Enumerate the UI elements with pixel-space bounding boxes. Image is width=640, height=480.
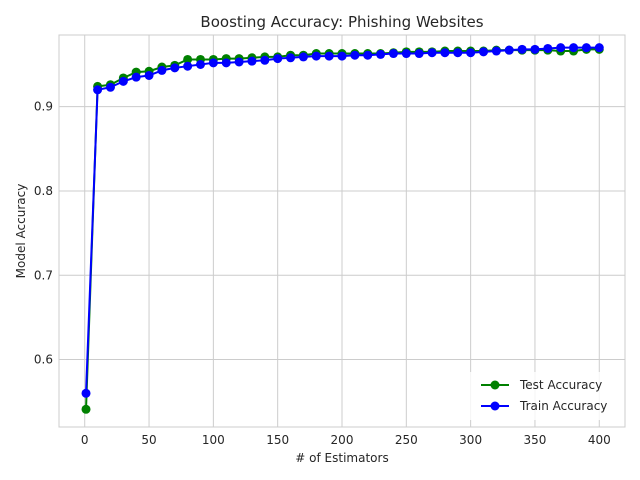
data-point-train-accuracy (517, 44, 527, 54)
data-point-train-accuracy (491, 46, 501, 56)
data-point-train-accuracy (337, 51, 347, 61)
legend-label-test: Test Accuracy (519, 378, 602, 392)
tick-labels: 0 50 100 150 200 250 300 350 400 0.6 0.7 0.8 0.9 (34, 100, 611, 447)
data-point-train-accuracy (350, 50, 360, 60)
data-point-train-accuracy (118, 76, 128, 86)
data-point-train-accuracy (247, 56, 257, 66)
plot-frame (58, 34, 626, 428)
data-point-train-accuracy (208, 58, 218, 68)
y-tick-label: 0.8 (34, 184, 53, 198)
grid (59, 35, 625, 427)
x-tick-label: 100 (202, 433, 225, 447)
legend-marker-train (490, 401, 500, 411)
data-point-train-accuracy (504, 45, 514, 55)
data-point-train-accuracy (530, 44, 540, 54)
chart-title: Boosting Accuracy: Phishing Websites (200, 13, 483, 31)
data-point-train-accuracy (453, 48, 463, 58)
data-point-train-accuracy (581, 43, 591, 53)
data-point-train-accuracy (81, 388, 91, 398)
y-tick-label: 0.9 (34, 100, 53, 114)
data-point-train-accuracy (363, 50, 373, 60)
data-point-train-accuracy (144, 70, 154, 80)
data-point-train-accuracy (170, 63, 180, 73)
data-point-train-accuracy (286, 53, 296, 63)
data-point-train-accuracy (556, 43, 566, 53)
data-point-train-accuracy (260, 55, 270, 65)
data-point-train-accuracy (196, 60, 205, 70)
data-point-train-accuracy (234, 57, 244, 67)
data-point-train-accuracy (131, 72, 141, 82)
x-tick-label: 350 (524, 433, 547, 447)
x-axis-title: # of Estimators (295, 451, 388, 465)
x-tick-label: 400 (588, 433, 611, 447)
x-tick-label: 300 (459, 433, 482, 447)
data-point-test-accuracy (81, 404, 91, 414)
x-tick-label: 200 (331, 433, 354, 447)
x-tick-label: 250 (395, 433, 418, 447)
data-point-test-accuracy (183, 54, 193, 64)
series-layer (81, 43, 604, 414)
data-point-train-accuracy (311, 51, 321, 61)
y-tick-label: 0.6 (34, 353, 53, 367)
x-tick-label: 150 (266, 433, 289, 447)
data-point-train-accuracy (479, 47, 488, 57)
series-train-accuracy (81, 43, 604, 398)
data-point-train-accuracy (543, 43, 553, 53)
legend: Test Accuracy Train Accuracy (470, 372, 620, 420)
x-tick-label: 50 (141, 433, 156, 447)
legend-marker-test (490, 380, 500, 390)
data-point-train-accuracy (105, 82, 115, 92)
data-point-train-accuracy (401, 49, 411, 59)
data-point-train-accuracy (273, 54, 283, 64)
data-point-train-accuracy (414, 49, 424, 59)
x-tick-label: 0 (81, 433, 89, 447)
data-point-train-accuracy (427, 48, 437, 58)
data-point-train-accuracy (466, 48, 476, 58)
data-point-train-accuracy (298, 52, 308, 62)
legend-box (470, 372, 620, 420)
data-point-train-accuracy (376, 49, 386, 59)
data-point-train-accuracy (440, 48, 450, 58)
data-point-train-accuracy (183, 61, 193, 71)
data-point-train-accuracy (388, 49, 398, 59)
legend-label-train: Train Accuracy (519, 399, 607, 413)
data-point-train-accuracy (594, 43, 604, 53)
data-point-train-accuracy (324, 51, 334, 61)
data-point-train-accuracy (221, 58, 231, 68)
y-tick-label: 0.7 (34, 268, 53, 282)
data-point-train-accuracy (569, 43, 579, 53)
y-axis-title: Model Accuracy (14, 184, 28, 279)
data-point-train-accuracy (93, 85, 103, 95)
data-point-train-accuracy (157, 65, 167, 75)
